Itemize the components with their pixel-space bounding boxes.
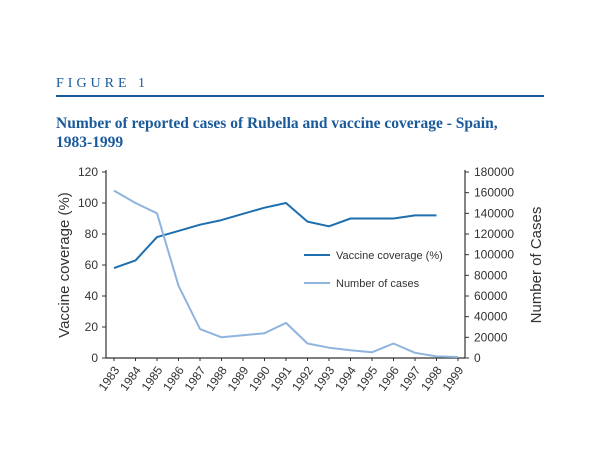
left-tick-label: 0 bbox=[91, 351, 98, 365]
series-layer bbox=[113, 189, 459, 358]
left-tick-label: 100 bbox=[78, 196, 98, 210]
right-axis-title: Number of Cases bbox=[528, 207, 545, 324]
number-of-cases-line bbox=[113, 189, 459, 358]
x-tick-label: 1992 bbox=[289, 363, 316, 393]
x-tick-label: 1990 bbox=[246, 363, 273, 393]
x-tick-label: 1998 bbox=[418, 363, 445, 393]
legend-label: Number of cases bbox=[336, 278, 420, 290]
left-tick-label: 20 bbox=[85, 320, 99, 334]
right-tick-label: 100000 bbox=[474, 248, 514, 262]
right-tick-label: 80000 bbox=[474, 268, 508, 282]
figure-rule bbox=[56, 95, 544, 97]
right-tick-label: 140000 bbox=[474, 206, 514, 220]
figure-title: Number of reported cases of Rubella and … bbox=[56, 114, 556, 152]
left-tick-label: 60 bbox=[85, 258, 99, 272]
vaccine-coverage-line bbox=[113, 202, 437, 270]
figure-title-line-1: Number of reported cases of Rubella and … bbox=[56, 115, 498, 132]
legend: Vaccine coverage (%) Number of cases bbox=[304, 250, 443, 290]
left-axis-title: Vaccine coverage (%) bbox=[56, 192, 73, 338]
right-tick-label: 20000 bbox=[474, 330, 508, 344]
x-tick-label: 1991 bbox=[268, 363, 295, 393]
x-tick-label: 1999 bbox=[440, 363, 467, 393]
right-tick-label: 0 bbox=[474, 351, 481, 365]
right-tick-label: 60000 bbox=[474, 289, 508, 303]
legend-label: Vaccine coverage (%) bbox=[336, 250, 443, 262]
left-tick-label: 120 bbox=[78, 165, 98, 179]
x-tick-label: 1987 bbox=[182, 363, 209, 393]
x-tick-label: 1988 bbox=[203, 363, 230, 393]
right-tick-label: 40000 bbox=[474, 310, 508, 324]
right-tick-label: 160000 bbox=[474, 186, 514, 200]
x-tick-label: 1989 bbox=[225, 363, 252, 393]
x-tick-label: 1995 bbox=[354, 363, 381, 393]
x-tick-label: 1984 bbox=[117, 363, 144, 393]
right-tick-label: 180000 bbox=[474, 165, 514, 179]
x-tick-label: 1983 bbox=[96, 363, 123, 393]
x-tick-label: 1993 bbox=[311, 363, 338, 393]
right-tick-label: 120000 bbox=[474, 227, 514, 241]
figure-label: Figure 1 bbox=[56, 76, 150, 91]
x-tick-label: 1997 bbox=[397, 363, 424, 393]
x-tick-label: 1994 bbox=[332, 363, 359, 393]
x-tick-label: 1986 bbox=[160, 363, 187, 393]
x-tick-label: 1996 bbox=[375, 363, 402, 393]
figure-title-line-2: 1983-1999 bbox=[56, 134, 124, 151]
left-tick-label: 80 bbox=[85, 227, 99, 241]
left-tick-label: 40 bbox=[85, 289, 99, 303]
x-tick-label: 1985 bbox=[139, 363, 166, 393]
